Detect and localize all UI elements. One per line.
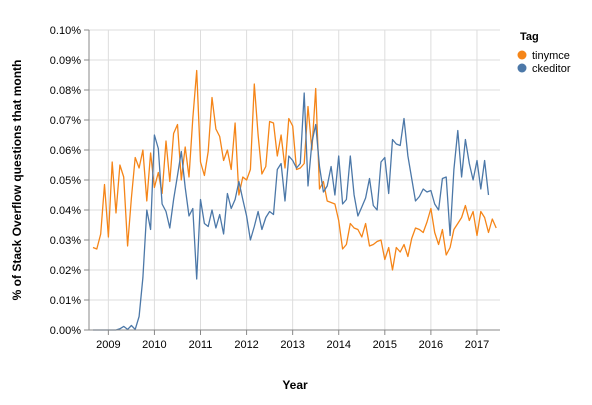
grid-layer [89, 30, 500, 330]
axis-layer: 0.00% 0.01% 0.02% 0.03% 0.04% 0.05% 0.06% 0.07%… [50, 25, 500, 351]
legend-label-tinymce: tinymce [532, 50, 570, 62]
legend-title: Tag [520, 31, 539, 43]
series-line-ckeditor [93, 93, 489, 330]
x-tick-label: 2013 [280, 339, 304, 351]
y-tick-label: 0.01% [50, 295, 81, 307]
x-tick-label: 2014 [326, 339, 350, 351]
y-axis-title: % of Stack Overflow questions that month [10, 60, 24, 301]
y-tick-label: 0.06% [50, 145, 81, 157]
x-tick-label: 2010 [142, 339, 166, 351]
y-tick-label: 0.09% [50, 55, 81, 67]
y-tick-label: 0.02% [50, 265, 81, 277]
legend-swatch-tinymce [518, 51, 527, 60]
x-tick-label: 2012 [234, 339, 258, 351]
y-tick-label: 0.04% [50, 205, 81, 217]
y-tick-label: 0.07% [50, 115, 81, 127]
legend: Tag tinymce ckeditor [518, 31, 571, 75]
x-tick-label: 2015 [373, 339, 397, 351]
legend-swatch-ckeditor [518, 64, 527, 73]
y-tick-label: 0.00% [50, 325, 81, 337]
x-tick-label: 2016 [419, 339, 443, 351]
x-tick-label: 2009 [96, 339, 120, 351]
y-tick-label: 0.08% [50, 85, 81, 97]
x-tick-label: 2011 [189, 339, 213, 351]
legend-label-ckeditor: ckeditor [532, 63, 571, 75]
x-tick-label: 2017 [465, 339, 489, 351]
y-tick-label: 0.10% [50, 25, 81, 37]
y-tick-label: 0.05% [50, 175, 81, 187]
x-axis-title: Year [282, 378, 308, 392]
series-layer [93, 71, 496, 331]
y-tick-label: 0.03% [50, 235, 81, 247]
